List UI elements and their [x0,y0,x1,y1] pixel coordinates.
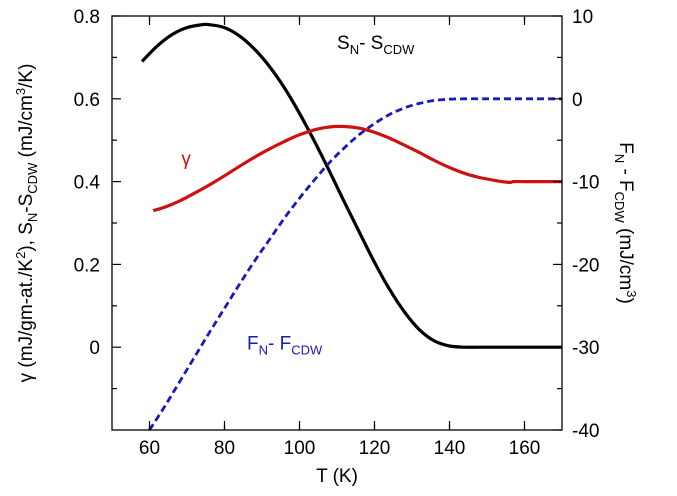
y-right-tick-label: -40 [572,421,599,442]
plot-frame [111,15,563,431]
series-line-entropy [140,22,562,349]
x-axis: 60 80 100 120 140 160 [139,16,540,459]
y-axis-left: 0 0.2 0.4 0.6 0.8 [74,7,121,390]
y-left-tick-label: 0.8 [74,7,100,28]
y-right-tick-label: 0 [572,90,583,111]
y-right-tick-label: -30 [572,338,599,359]
y-right-tick-label: -10 [572,173,599,194]
x-tick-label: 60 [139,438,160,459]
y-right-tick-label: -20 [572,255,599,276]
x-tick-label: 80 [214,438,235,459]
series-line-free-energy [148,97,562,431]
y-left-tick-label: 0.6 [74,90,100,111]
x-tick-label: 100 [284,438,316,459]
y-axis-right: -40 -30 -20 -10 0 10 [553,7,599,442]
y-left-tick-label: 0 [89,338,100,359]
x-tick-label: 160 [509,438,541,459]
x-tick-label: 140 [434,438,466,459]
x-axis-title: T (K) [316,466,358,487]
y-right-tick-label: 10 [572,7,593,28]
y-axis-right-title: FN - FCDW (mJ/cm3) [612,142,639,304]
series-layer [140,22,562,431]
series-label-gamma: γ [181,149,191,170]
y-axis-left-title: γ (mJ/gm-at./K2), SN-SCDW (mJ/cm3/K) [13,64,40,383]
x-tick-label: 120 [359,438,391,459]
y-left-tick-label: 0.2 [74,255,100,276]
series-label-entropy: SN- SCDW [337,33,415,57]
series-labels: SN- SCDW γ FN- FCDW [181,33,415,358]
series-label-free-energy: FN- FCDW [247,334,323,358]
series-line-gamma [152,124,562,213]
y-left-tick-label: 0.4 [74,173,101,194]
